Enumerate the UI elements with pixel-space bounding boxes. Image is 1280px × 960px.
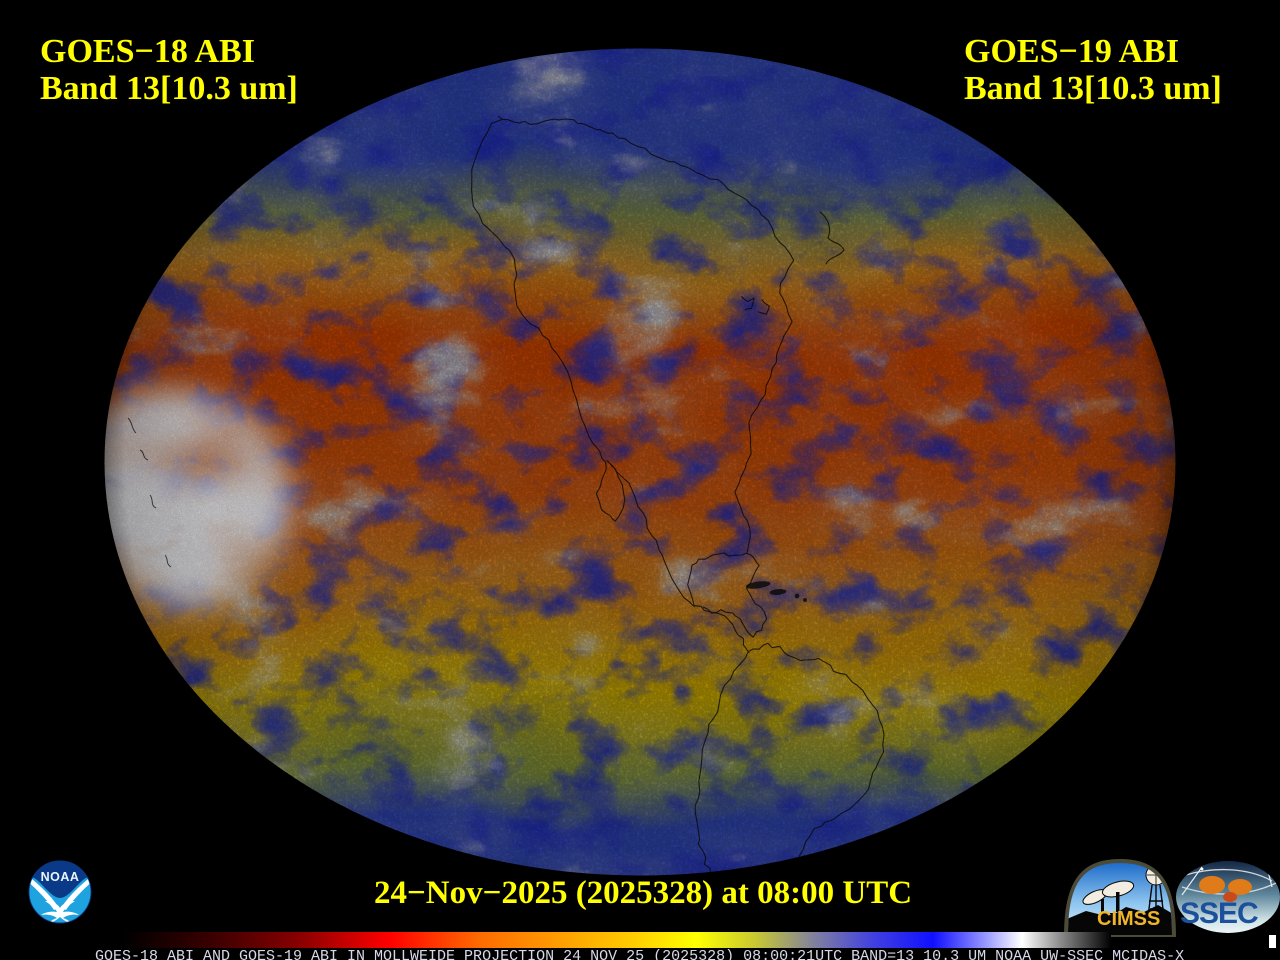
svg-text:CIMSS: CIMSS <box>1097 908 1160 930</box>
svg-text:SSEC: SSEC <box>1180 897 1258 930</box>
svg-text:NOAA: NOAA <box>41 870 80 884</box>
